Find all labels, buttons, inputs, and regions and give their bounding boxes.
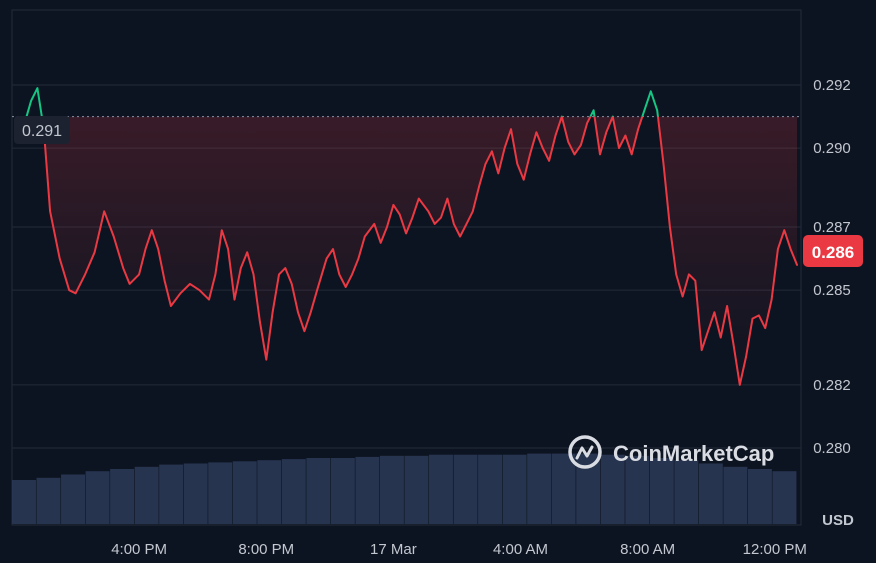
volume-bar <box>12 480 36 524</box>
volume-bar <box>527 453 552 524</box>
volume-bar <box>453 454 478 524</box>
volume-bar <box>208 462 233 524</box>
volume-bar <box>257 460 282 524</box>
x-tick-label: 12:00 PM <box>743 541 807 558</box>
x-tick-label: 17 Mar <box>370 541 417 558</box>
volume-bar <box>649 458 674 524</box>
current-price-badge: 0.286 <box>803 235 863 267</box>
watermark: CoinMarketCap <box>568 435 774 469</box>
volume-bar <box>674 460 699 524</box>
current-price-label: 0.286 <box>812 243 855 262</box>
y-tick-label: 0.282 <box>813 377 851 394</box>
volume-bar <box>576 453 601 524</box>
y-tick-label: 0.280 <box>813 440 851 457</box>
volume-bar <box>159 464 184 524</box>
volume-bar <box>355 456 380 524</box>
volume-bar <box>379 455 404 524</box>
volume-bar <box>183 463 208 524</box>
price-line-down <box>14 116 798 386</box>
y-axis: 0.292 0.290 0.287 0.285 0.282 0.280 <box>813 77 851 457</box>
volume-bar <box>502 454 527 524</box>
volume-bar <box>698 463 723 524</box>
baseline-badge: 0.291 <box>14 116 70 144</box>
volume-bar <box>404 455 429 524</box>
volume-bar <box>281 459 306 524</box>
coinmarketcap-logo-icon <box>568 435 602 469</box>
plot-border <box>11 9 802 526</box>
x-tick-label: 8:00 AM <box>620 541 675 558</box>
volume-bar <box>306 458 331 524</box>
x-tick-label: 8:00 PM <box>238 541 294 558</box>
y-tick-label: 0.290 <box>813 140 851 157</box>
volume-bars <box>12 453 797 524</box>
y-tick-label: 0.292 <box>813 77 851 94</box>
volume-bar <box>330 458 355 524</box>
area-fill <box>15 116 797 385</box>
volume-bar <box>85 471 110 524</box>
volume-bar <box>110 469 135 524</box>
x-axis: 4:00 PM 8:00 PM 17 Mar 4:00 AM 8:00 AM 12:00 … <box>111 541 807 558</box>
volume-bar <box>232 461 257 524</box>
y-tick-label: 0.285 <box>813 282 851 299</box>
watermark-text: CoinMarketCap <box>613 441 774 466</box>
y-tick-label: 0.287 <box>813 219 851 236</box>
baseline-label: 0.291 <box>22 123 62 140</box>
volume-bar <box>600 454 625 524</box>
volume-bar <box>723 466 748 524</box>
volume-bar <box>134 466 159 524</box>
volume-bar <box>625 455 650 524</box>
volume-bar <box>772 471 797 524</box>
volume-bar <box>551 453 576 524</box>
volume-bar <box>429 454 453 524</box>
volume-bar <box>61 474 85 524</box>
currency-label: USD <box>822 512 854 529</box>
volume-bar <box>747 469 772 524</box>
x-tick-label: 4:00 AM <box>493 541 548 558</box>
volume-bar <box>36 477 61 524</box>
x-tick-label: 4:00 PM <box>111 541 167 558</box>
volume-bar <box>478 454 503 524</box>
